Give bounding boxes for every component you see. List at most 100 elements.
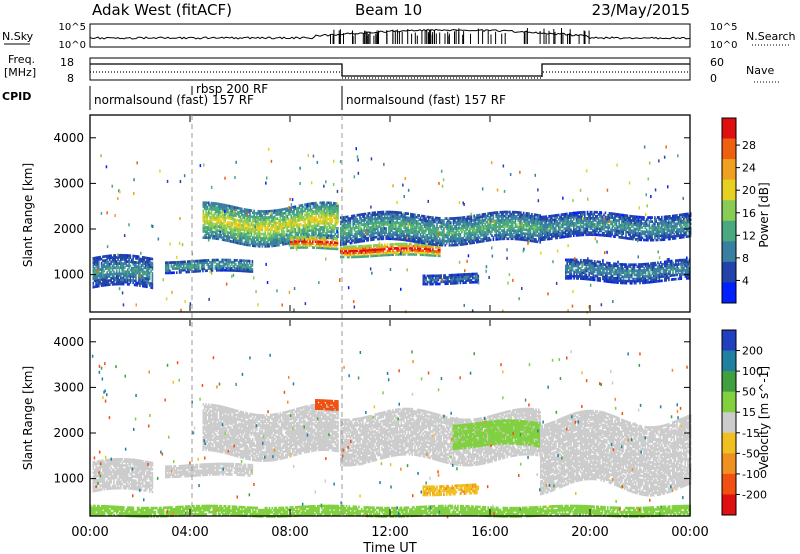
colorbar-segment <box>722 351 736 372</box>
colorbar-tick-label: 20 <box>742 184 756 197</box>
cpid-strip: CPID normalsound (fast) 157 RF rbsp 200 … <box>2 82 506 110</box>
time-tick-label: 20:00 <box>571 525 608 540</box>
time-axis-label: Time UT <box>362 541 416 554</box>
nsearch-spike <box>415 33 416 45</box>
nsearch-spike <box>387 33 388 44</box>
nsearch-spike <box>426 30 427 45</box>
power-echo-band <box>340 243 441 259</box>
nsearch-spike <box>458 28 459 44</box>
colorbar-segment <box>722 139 736 160</box>
nsearch-spike <box>339 35 340 44</box>
noise-trace <box>90 28 690 44</box>
freq-strip-frame <box>90 58 690 80</box>
y-tick-label: 1000 <box>53 268 84 282</box>
colorbar-tick-label: 50 <box>742 386 756 399</box>
time-tick-label: 04:00 <box>171 525 208 540</box>
nsearch-spike <box>395 31 396 44</box>
y-tick-label: 2000 <box>53 426 84 440</box>
time-tick-label: 12:00 <box>371 525 408 540</box>
colorbar-segment <box>722 159 736 180</box>
colorbar-segment <box>722 180 736 201</box>
nave-tick-high: 60 <box>710 56 724 69</box>
noise-tick-low-right: 10^0 <box>710 40 737 51</box>
nsearch-spike <box>402 32 403 44</box>
noise-strip-frame <box>90 24 690 47</box>
nsearch-spike <box>370 32 371 45</box>
nsearch-spike <box>439 33 440 45</box>
colorbar-segment <box>722 282 736 303</box>
colorbar-segment <box>722 241 736 262</box>
nsearch-spike <box>436 34 437 45</box>
beam-label: Beam 10 <box>355 1 422 19</box>
nsearch-spike <box>540 31 541 44</box>
colorbar-segment <box>722 371 736 392</box>
station-title: Adak West (fitACF) <box>92 1 232 19</box>
y-tick-label: 4000 <box>53 131 84 145</box>
nsearch-spike <box>340 29 341 44</box>
colorbar-segment <box>722 262 736 283</box>
noise-strip: N.Sky N.Search 10^5 10^0 10^5 10^0 <box>2 22 796 51</box>
y-tick-label: 4000 <box>53 335 84 349</box>
power-echo-band <box>93 254 154 289</box>
nsearch-spike <box>470 34 471 44</box>
power-echoes <box>93 146 692 315</box>
velocity-echo-band <box>423 484 480 497</box>
y-tick-label: 1000 <box>53 472 84 486</box>
nsearch-spike <box>368 34 369 44</box>
nsearch-spike <box>454 31 455 44</box>
velocity-echo-band <box>203 403 339 462</box>
nsearch-spike <box>549 31 550 44</box>
cpid-label: CPID <box>2 90 31 103</box>
colorbar-segment <box>722 200 736 221</box>
nsearch-spike <box>330 34 331 44</box>
nsearch-spike <box>546 34 547 44</box>
nsearch-spike <box>417 36 418 45</box>
power-ylabel: Slant Range [km] <box>21 163 35 267</box>
nsearch-spike <box>482 31 483 44</box>
cpid-segment-3: normalsound (fast) 157 RF <box>346 93 506 107</box>
nsearch-spike <box>333 30 334 44</box>
nsearch-spike <box>456 30 457 44</box>
freq-strip: Freq. [MHz] 18 8 60 0 Nave <box>4 53 780 85</box>
nsearch-spike <box>527 28 528 44</box>
nsearch-spike <box>363 34 364 44</box>
velocity-echoes <box>90 350 692 518</box>
nsearch-spike <box>407 29 408 44</box>
colorbar-tick-label: 12 <box>742 229 756 242</box>
nsearch-spike <box>589 31 590 44</box>
power-echo-band <box>423 273 480 286</box>
colorbar-segment <box>722 433 736 454</box>
colorbar-segment <box>722 330 736 351</box>
noise-tick-high-right: 10^5 <box>710 22 737 33</box>
colorbar-segment <box>722 221 736 242</box>
velocity-colorbar-label: Velocity [m s^-1] <box>757 366 771 470</box>
nsearch-spike <box>555 32 556 44</box>
nsky-trace <box>90 29 690 39</box>
nsearch-spike <box>478 29 479 44</box>
nsearch-spike <box>366 31 367 44</box>
velocity-echo-band <box>93 458 154 493</box>
nsearch-spike <box>491 35 492 45</box>
power-echo-band <box>165 259 253 275</box>
nsearch-spike <box>375 34 376 45</box>
nsearch-spike <box>501 34 502 44</box>
velocity-echo-band <box>540 410 692 497</box>
freq-tick-low: 8 <box>67 72 74 85</box>
nave-tick-low: 0 <box>710 72 717 85</box>
nsearch-spike <box>569 33 570 44</box>
colorbar-tick-label: 200 <box>742 345 763 358</box>
colorbar-tick-label: 8 <box>742 252 749 265</box>
nsearch-spike <box>343 33 344 44</box>
colorbar-tick-label: 4 <box>742 274 749 287</box>
nsearch-spike <box>584 30 585 44</box>
nave-label: Nave <box>746 64 774 77</box>
y-tick-label: 2000 <box>53 222 84 236</box>
colorbar-segment <box>722 118 736 139</box>
nsearch-spike <box>367 33 368 44</box>
freq-label: Freq. <box>8 53 35 66</box>
velocity-echo-band <box>340 408 541 467</box>
nsearch-spike <box>579 35 580 44</box>
